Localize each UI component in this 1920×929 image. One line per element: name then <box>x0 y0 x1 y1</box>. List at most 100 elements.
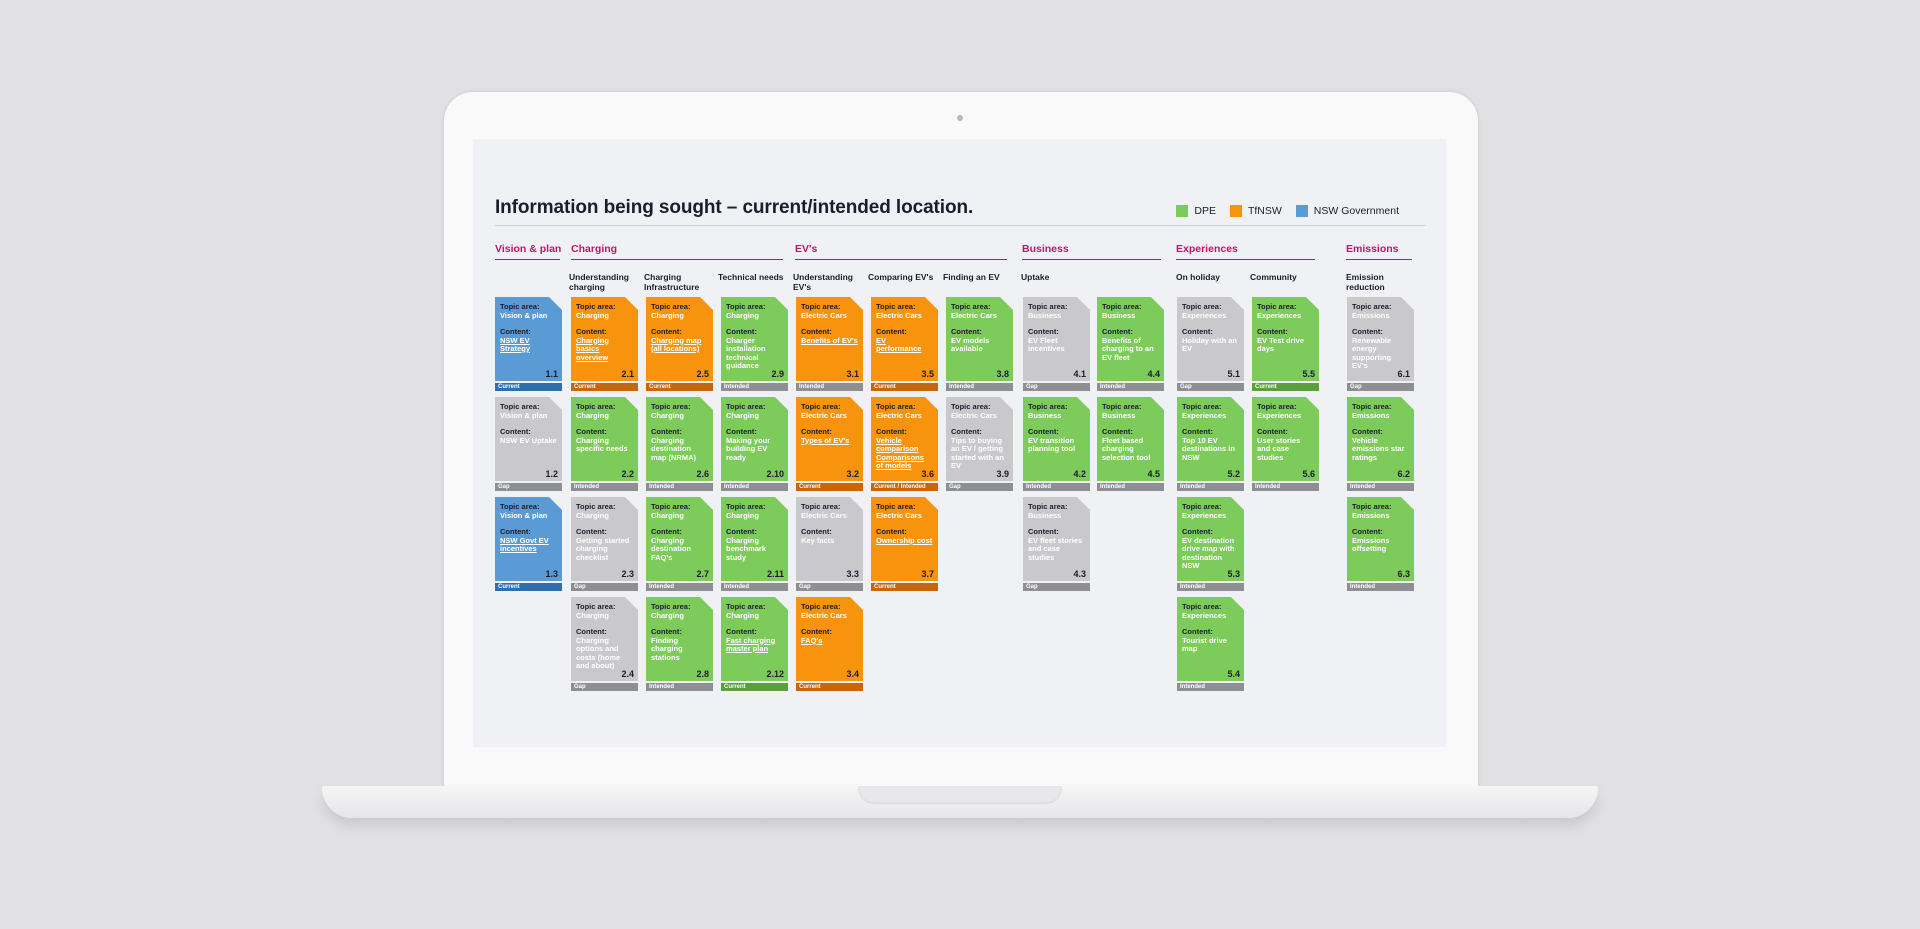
topic-card-2-11[interactable]: Topic area: Charging Content: Charging benc… <box>721 497 788 592</box>
topic-card-2-6[interactable]: Topic area: Charging Content: Charging dest… <box>646 397 713 492</box>
content-label: Content: <box>801 627 832 636</box>
topic-card-5-6[interactable]: Topic area: Experiences Content: User stori… <box>1252 397 1319 492</box>
topic-area-value: Business <box>1102 410 1136 420</box>
status-badge: Intended <box>721 483 788 491</box>
card-number: 1.3 <box>545 568 558 579</box>
topic-card-2-2[interactable]: Topic area: Charging Content: Charging spec… <box>571 397 638 492</box>
card-number: 3.2 <box>846 468 859 479</box>
topic-card-5-5[interactable]: Topic area: Experiences Content: EV Test dr… <box>1252 297 1319 392</box>
content-value: Getting started charging checklist <box>576 535 630 562</box>
content-link[interactable]: Vehicle comparison Comparisons of models <box>876 435 924 470</box>
topic-card-6-3[interactable]: Topic area: Emissions Content: Emissions of… <box>1347 497 1414 592</box>
content-link[interactable]: Charging basics overview <box>576 335 609 362</box>
card-body: Topic area: Emissions Content: Emissions of… <box>1347 497 1414 581</box>
legend-item-tfnsw: TfNSW <box>1229 205 1282 217</box>
topic-card-3-7[interactable]: Topic area: Electric Cars Content: Ownershi… <box>871 497 938 592</box>
topic-card-4-5[interactable]: Topic area: Business Content: Fleet based c… <box>1097 397 1164 492</box>
topic-card-3-1[interactable]: Topic area: Electric Cars Content: Benefits… <box>796 297 863 392</box>
topic-area-value: Electric Cars <box>801 310 847 320</box>
card-body: Topic area: Electric Cars Content: EV model… <box>946 297 1013 381</box>
content-value: Making your building EV ready <box>726 435 771 462</box>
topic-area-label: Topic area: <box>651 302 691 311</box>
content-link[interactable]: Benefits of EV's <box>801 335 858 345</box>
topic-card-6-1[interactable]: Topic area: Emissions Content: Renewable en… <box>1347 297 1414 392</box>
section-evs: EV's <box>795 243 1007 260</box>
topic-card-1-3[interactable]: Topic area: Vision & plan Content: NSW Govt… <box>495 497 562 592</box>
topic-area-label: Topic area: <box>876 502 916 511</box>
topic-area-value: Electric Cars <box>876 310 922 320</box>
topic-area-label: Topic area: <box>1352 502 1392 511</box>
card-body: Topic area: Electric Cars Content: FAQ's 3.4 <box>796 597 863 681</box>
topic-card-3-4[interactable]: Topic area: Electric Cars Content: FAQ's 3.4… <box>796 597 863 692</box>
topic-card-2-8[interactable]: Topic area: Charging Content: Finding charg… <box>646 597 713 692</box>
topic-card-4-1[interactable]: Topic area: Business Content: EV Fleet ince… <box>1023 297 1090 392</box>
laptop-hinge-notch <box>858 786 1062 804</box>
topic-card-2-10[interactable]: Topic area: Charging Content: Making your b… <box>721 397 788 492</box>
content-link[interactable]: Fast charging master plan <box>726 635 776 653</box>
content-value: EV fleet stories and case studies <box>1028 535 1083 562</box>
card-body: Topic area: Experiences Content: EV destina… <box>1177 497 1244 581</box>
topic-card-2-3[interactable]: Topic area: Charging Content: Getting start… <box>571 497 638 592</box>
topic-area-label: Topic area: <box>951 302 991 311</box>
topic-card-3-5[interactable]: Topic area: Electric Cars Content: EV perfo… <box>871 297 938 392</box>
topic-card-3-3[interactable]: Topic area: Electric Cars Content: Key fact… <box>796 497 863 592</box>
content-value: EV transition planning tool <box>1028 435 1076 453</box>
card-body: Topic area: Business Content: EV fleet stor… <box>1023 497 1090 581</box>
status-badge: Current <box>571 383 638 391</box>
topic-card-1-2[interactable]: Topic area: Vision & plan Content: NSW EV U… <box>495 397 562 492</box>
topic-area-label: Topic area: <box>651 502 691 511</box>
topic-card-5-3[interactable]: Topic area: Experiences Content: EV destina… <box>1177 497 1244 592</box>
topic-card-5-4[interactable]: Topic area: Experiences Content: Tourist dr… <box>1177 597 1244 692</box>
card-number: 2.6 <box>696 468 709 479</box>
topic-card-3-8[interactable]: Topic area: Electric Cars Content: EV model… <box>946 297 1013 392</box>
topic-card-5-1[interactable]: Topic area: Experiences Content: Holiday wi… <box>1177 297 1244 392</box>
content-link[interactable]: Ownership cost <box>876 535 933 545</box>
card-body: Topic area: Experiences Content: Top 10 EV … <box>1177 397 1244 481</box>
status-badge: Current <box>721 683 788 691</box>
status-badge: Gap <box>571 583 638 591</box>
topic-card-2-9[interactable]: Topic area: Charging Content: Charger insta… <box>721 297 788 392</box>
topic-card-6-2[interactable]: Topic area: Emissions Content: Vehicle emis… <box>1347 397 1414 492</box>
topic-area-label: Topic area: <box>500 402 540 411</box>
topic-card-3-2[interactable]: Topic area: Electric Cars Content: Types of… <box>796 397 863 492</box>
topic-area-value: Charging <box>576 410 609 420</box>
topic-card-4-4[interactable]: Topic area: Business Content: Benefits of c… <box>1097 297 1164 392</box>
legend-label-dpe: DPE <box>1194 205 1216 217</box>
content-link[interactable]: NSW EV Strategy <box>500 335 531 353</box>
topic-card-2-12[interactable]: Topic area: Charging Content: Fast charging… <box>721 597 788 692</box>
card-body: Topic area: Electric Cars Content: Tips to … <box>946 397 1013 481</box>
topic-card-2-1[interactable]: Topic area: Charging Content: Charging basi… <box>571 297 638 392</box>
column-heading-on-holiday: On holiday <box>1176 272 1220 282</box>
content-label: Content: <box>651 427 682 436</box>
topic-card-4-3[interactable]: Topic area: Business Content: EV fleet stor… <box>1023 497 1090 592</box>
content-value: Vehicle emissions star ratings <box>1352 435 1405 462</box>
topic-card-2-4[interactable]: Topic area: Charging Content: Charging opti… <box>571 597 638 692</box>
topic-card-3-9[interactable]: Topic area: Electric Cars Content: Tips to … <box>946 397 1013 492</box>
content-link[interactable]: NSW Govt EV incentives <box>500 535 549 553</box>
page-title: Information being sought – current/inten… <box>495 197 974 218</box>
topic-card-5-2[interactable]: Topic area: Experiences Content: Top 10 EV … <box>1177 397 1244 492</box>
content-label: Content: <box>1257 327 1288 336</box>
content-value: Tourist drive map <box>1182 635 1227 653</box>
card-number: 1.2 <box>545 468 558 479</box>
content-link[interactable]: EV performance <box>876 335 922 353</box>
status-badge: Gap <box>796 583 863 591</box>
topic-area-label: Topic area: <box>951 402 991 411</box>
topic-card-3-6[interactable]: Topic area: Electric Cars Content: Vehicle … <box>871 397 938 492</box>
topic-card-1-1[interactable]: Topic area: Vision & plan Content: NSW EV S… <box>495 297 562 392</box>
content-label: Content: <box>1352 427 1383 436</box>
topic-card-2-5[interactable]: Topic area: Charging Content: Charging map … <box>646 297 713 392</box>
content-value: NSW EV Uptake <box>500 435 557 445</box>
legend-label-nsw-government: NSW Government <box>1313 205 1399 217</box>
status-badge: Current <box>495 583 562 591</box>
content-link[interactable]: Charging map (all locations) <box>651 335 702 353</box>
card-number: 2.5 <box>696 368 709 379</box>
card-number: 5.5 <box>1302 368 1315 379</box>
status-badge: Current <box>871 383 938 391</box>
content-value: Fleet based charging selection tool <box>1102 435 1151 462</box>
content-link[interactable]: FAQ's <box>801 635 823 645</box>
topic-card-4-2[interactable]: Topic area: Business Content: EV transition… <box>1023 397 1090 492</box>
content-link[interactable]: Types of EV's <box>801 435 850 445</box>
topic-card-2-7[interactable]: Topic area: Charging Content: Charging dest… <box>646 497 713 592</box>
column-heading-community: Community <box>1250 272 1297 282</box>
